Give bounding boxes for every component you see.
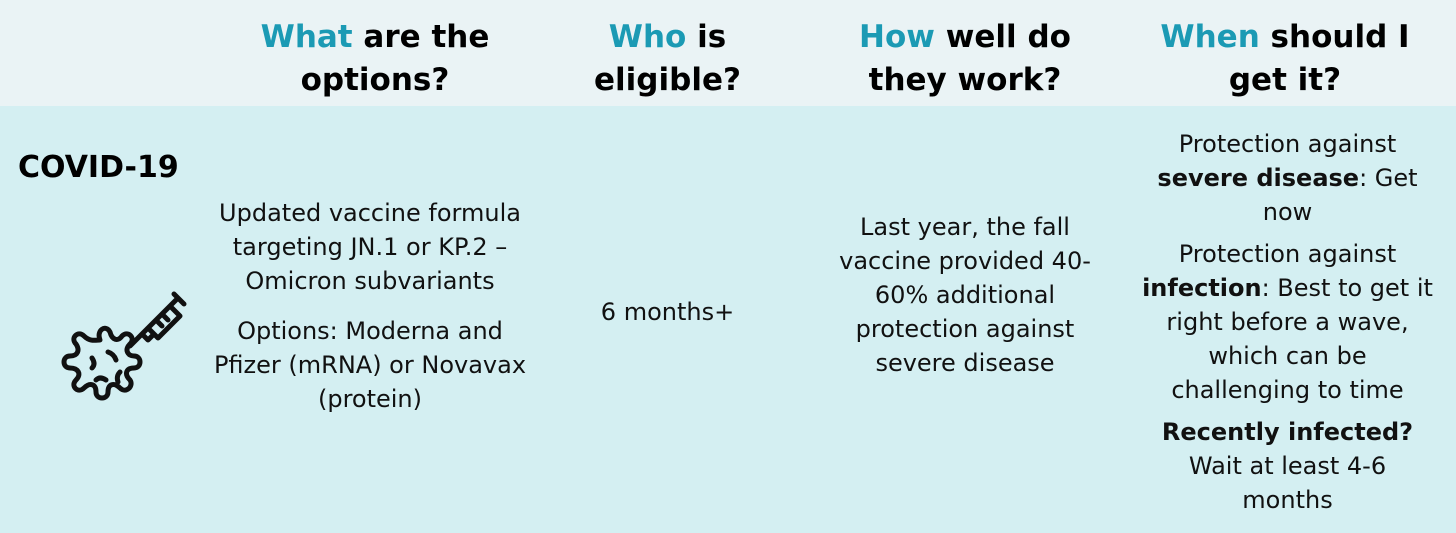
effectiveness-cell: Last year, the fall vaccine provided 40-… [839,213,1091,377]
when-text: : Get now [1262,164,1418,226]
header-keyword: When [1160,19,1260,55]
header-options: What are the options? [240,16,510,102]
row-label: COVID-19 [18,150,179,185]
table-header: What are the options? Who is eligible? H… [0,0,1456,106]
header-eligible: Who is eligible? [580,16,755,102]
when-cell: Protection against severe disease: Get n… [1140,127,1435,525]
header-text: is eligible? [594,19,741,98]
header-keyword: Who [608,19,687,55]
table-body [0,106,1456,533]
when-item: Protection against severe disease: Get n… [1140,127,1435,229]
options-text: Updated vaccine formula targeting JN.1 o… [219,199,521,295]
header-keyword: What [260,19,353,55]
options-cell: Updated vaccine formula targeting JN.1 o… [210,196,530,432]
when-bold: Recently infected? [1161,418,1414,446]
header-text: are the options? [300,19,490,98]
header-effectiveness: How well do they work? [840,16,1090,102]
when-item: Protection against infection: Best to ge… [1140,237,1435,407]
header-text: should I get it? [1228,19,1410,98]
eligible-cell: 6 months+ [600,298,735,326]
when-text: Wait at least 4-6 months [1188,452,1387,514]
header-when: When should I get it? [1140,16,1430,102]
when-bold: severe disease [1157,164,1360,192]
when-text: Protection against [1178,130,1397,158]
header-text: well do they work? [868,19,1071,98]
virus-syringe-icon [61,291,187,401]
options-text: Options: Moderna and Pfizer (mRNA) or No… [213,317,527,413]
when-text: : Best to get it right before a wave, wh… [1166,274,1433,404]
header-keyword: How [859,19,935,55]
when-bold: infection [1142,274,1262,302]
when-item: Recently infected? Wait at least 4-6 mon… [1140,415,1435,517]
when-text: Protection against [1178,240,1397,268]
